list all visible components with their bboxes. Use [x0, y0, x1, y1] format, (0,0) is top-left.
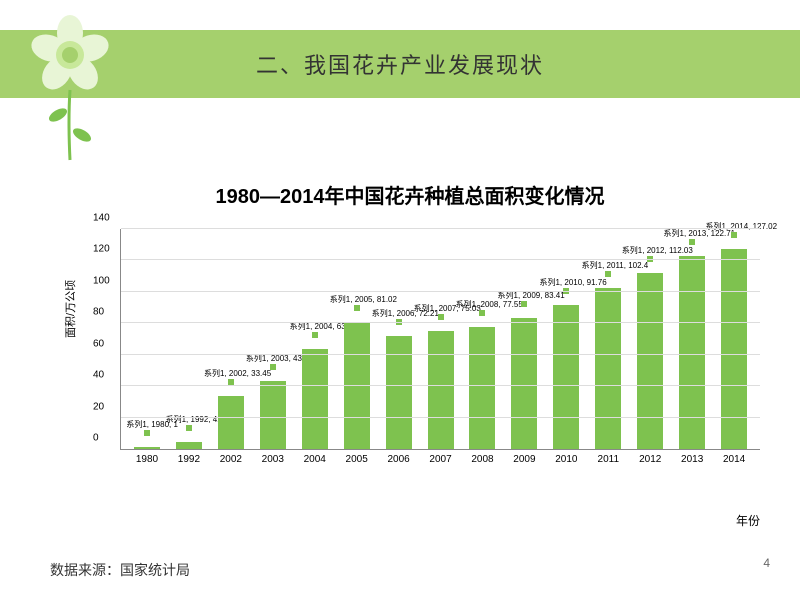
x-tick: 2010 [555, 454, 577, 465]
y-tick: 80 [93, 307, 104, 318]
chart-title: 1980—2014年中国花卉种植总面积变化情况 [60, 180, 760, 209]
data-source: 数据来源：国家统计局 [50, 560, 190, 580]
header-band: 二、我国花卉产业发展现状 [0, 30, 800, 98]
bar [260, 381, 286, 449]
y-tick: 20 [93, 401, 104, 412]
data-marker [186, 425, 192, 431]
data-marker [731, 232, 737, 238]
x-tick: 2009 [513, 454, 535, 465]
bar [218, 396, 244, 449]
y-tick: 120 [93, 244, 110, 255]
slide: 二、我国花卉产业发展现状 1980—2014年中国花卉种植总面积变化情况 面积/… [0, 0, 800, 600]
flower-icon [20, 10, 120, 170]
y-tick: 40 [93, 370, 104, 381]
x-tick: 2012 [639, 454, 661, 465]
x-tick: 2005 [346, 454, 368, 465]
chart-body: 面积/万公顷 系列1, 1980, 11980系列1, 1992, 4.5199… [120, 229, 760, 489]
x-tick: 2011 [598, 454, 620, 465]
bar [386, 336, 412, 449]
page-title: 二、我国花卉产业发展现状 [256, 48, 544, 80]
x-tick: 2014 [723, 454, 745, 465]
data-marker [521, 301, 527, 307]
bar [302, 349, 328, 449]
grid-line [121, 228, 760, 229]
grid-line [121, 291, 760, 292]
grid-line [121, 354, 760, 355]
x-tick: 2008 [471, 454, 493, 465]
x-axis-label: 年份 [736, 512, 760, 529]
x-tick: 2003 [262, 454, 284, 465]
x-tick: 2004 [304, 454, 326, 465]
y-tick: 0 [93, 433, 99, 444]
x-tick: 1992 [178, 454, 200, 465]
bar [176, 442, 202, 449]
chart: 1980—2014年中国花卉种植总面积变化情况 面积/万公顷 系列1, 1980… [60, 180, 760, 520]
data-marker [312, 332, 318, 338]
grid-line [121, 417, 760, 418]
data-marker [479, 310, 485, 316]
bar [134, 447, 160, 449]
bar [553, 305, 579, 449]
data-marker [144, 430, 150, 436]
bar [595, 288, 621, 449]
y-tick: 140 [93, 213, 110, 224]
x-tick: 2006 [387, 454, 409, 465]
bar [428, 331, 454, 449]
y-tick: 60 [93, 338, 104, 349]
data-marker [438, 314, 444, 320]
grid-line [121, 259, 760, 260]
x-tick: 2013 [681, 454, 703, 465]
grid-line [121, 322, 760, 323]
data-marker [605, 271, 611, 277]
grid-line [121, 385, 760, 386]
page-number: 4 [763, 556, 770, 570]
bar [721, 249, 747, 449]
data-marker [270, 364, 276, 370]
bar [679, 256, 705, 449]
data-marker [354, 305, 360, 311]
data-marker [689, 239, 695, 245]
y-tick: 100 [93, 275, 110, 286]
bar [511, 318, 537, 449]
x-tick: 2007 [429, 454, 451, 465]
y-axis-label: 面积/万公顷 [62, 280, 78, 338]
x-tick: 2002 [220, 454, 242, 465]
bar [637, 273, 663, 449]
bar [469, 327, 495, 449]
x-tick: 1980 [136, 454, 158, 465]
plot-area: 系列1, 1980, 11980系列1, 1992, 4.51992系列1, 2… [120, 229, 760, 450]
